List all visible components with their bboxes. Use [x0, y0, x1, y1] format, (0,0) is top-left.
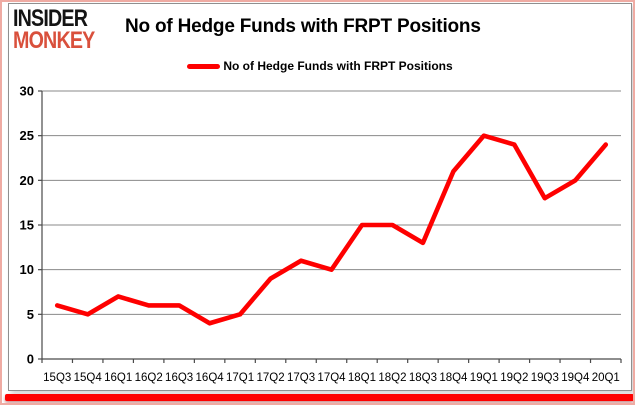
- legend-label: No of Hedge Funds with FRPT Positions: [223, 59, 453, 73]
- chart-legend: No of Hedge Funds with FRPT Positions: [9, 59, 631, 73]
- chart-title: No of Hedge Funds with FRPT Positions: [125, 16, 481, 37]
- legend-line-swatch: [187, 63, 221, 69]
- red-bottom-bar: [5, 394, 633, 401]
- chart-card: INSIDER MONKEY No of Hedge Funds with FR…: [8, 3, 632, 391]
- insider-monkey-logo: INSIDER MONKEY: [13, 5, 112, 54]
- logo-word-insider: INSIDER: [13, 5, 88, 32]
- logo-word-monkey: MONKEY: [13, 26, 95, 54]
